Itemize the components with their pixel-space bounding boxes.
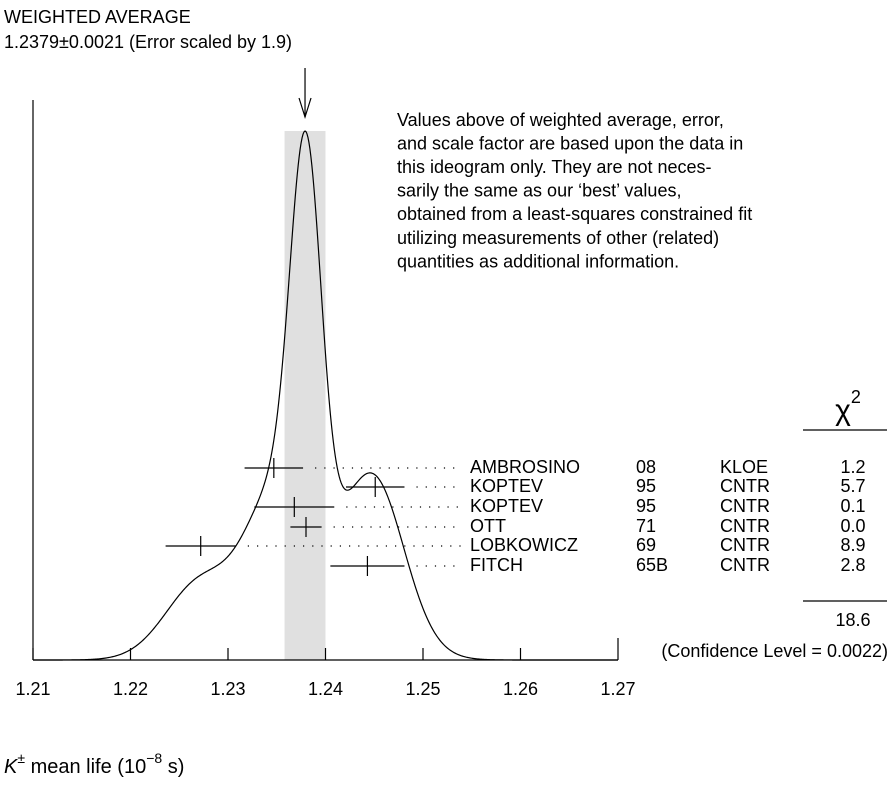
x-tick-label: 1.24: [308, 679, 343, 699]
average-arrowhead: [298, 97, 312, 119]
chart-subtitle: 1.2379±0.0021 (Error scaled by 1.9): [4, 32, 292, 52]
confidence-level: (Confidence Level = 0.0022): [661, 641, 888, 661]
chi2-value: 2.8: [840, 555, 865, 575]
x-tick-label: 1.26: [503, 679, 538, 699]
note-line: obtained from a least-squares constraine…: [397, 204, 752, 224]
chi2-value: 0.0: [840, 516, 865, 536]
note-line: this ideogram only. They are not neces-: [397, 157, 712, 177]
experiment-year: 95: [636, 476, 656, 496]
note-line: and scale factor are based upon the data…: [397, 133, 743, 153]
x-tick-label: 1.27: [600, 679, 635, 699]
chi2-value: 1.2: [840, 457, 865, 477]
experiment-year: 65B: [636, 555, 668, 575]
experiment-name: LOBKOWICZ: [470, 535, 578, 555]
chi2-total: 18.6: [835, 610, 870, 630]
x-tick-label: 1.21: [15, 679, 50, 699]
note-line: sarily the same as our ‘best’ values,: [397, 181, 681, 201]
experiment-name: OTT: [470, 516, 506, 536]
average-band: [284, 131, 326, 660]
x-label-text: mean life (10: [25, 756, 146, 778]
experiment-technique: CNTR: [720, 555, 770, 575]
chi2-exp: 2: [851, 387, 861, 407]
chart-title: WEIGHTED AVERAGE: [4, 7, 191, 27]
experiment-technique: CNTR: [720, 535, 770, 555]
chi2-header: χ2: [835, 387, 861, 427]
experiment-name: KOPTEV: [470, 496, 543, 516]
ideogram-curve: [33, 130, 618, 661]
experiment-name: KOPTEV: [470, 476, 543, 496]
x-label-unit: s): [162, 756, 184, 778]
experiment-technique: CNTR: [720, 496, 770, 516]
note-line: utilizing measurements of other (related…: [397, 228, 719, 248]
experiment-year: 08: [636, 457, 656, 477]
experiment-year: 95: [636, 496, 656, 516]
chi2-value: 5.7: [840, 476, 865, 496]
x-label-symbol: K: [4, 756, 19, 778]
x-tick-label: 1.25: [405, 679, 440, 699]
experiment-technique: CNTR: [720, 516, 770, 536]
note-line: Values above of weighted average, error,: [397, 110, 724, 130]
experiment-name: FITCH: [470, 555, 523, 575]
x-tick-label: 1.23: [210, 679, 245, 699]
experiment-year: 69: [636, 535, 656, 555]
experiment-technique: KLOE: [720, 457, 768, 477]
experiment-technique: CNTR: [720, 476, 770, 496]
x-axis-label: K± mean life (10−8 s): [4, 750, 184, 779]
x-label-sup: ±: [17, 750, 25, 766]
chi2-value: 8.9: [840, 535, 865, 555]
experiment-name: AMBROSINO: [470, 457, 580, 477]
x-label-exp: −8: [146, 750, 162, 766]
chi2-symbol: χ: [835, 394, 851, 427]
experiment-year: 71: [636, 516, 656, 536]
chi2-value: 0.1: [840, 496, 865, 516]
note-line: quantities as additional information.: [397, 251, 679, 271]
x-tick-label: 1.22: [113, 679, 148, 699]
